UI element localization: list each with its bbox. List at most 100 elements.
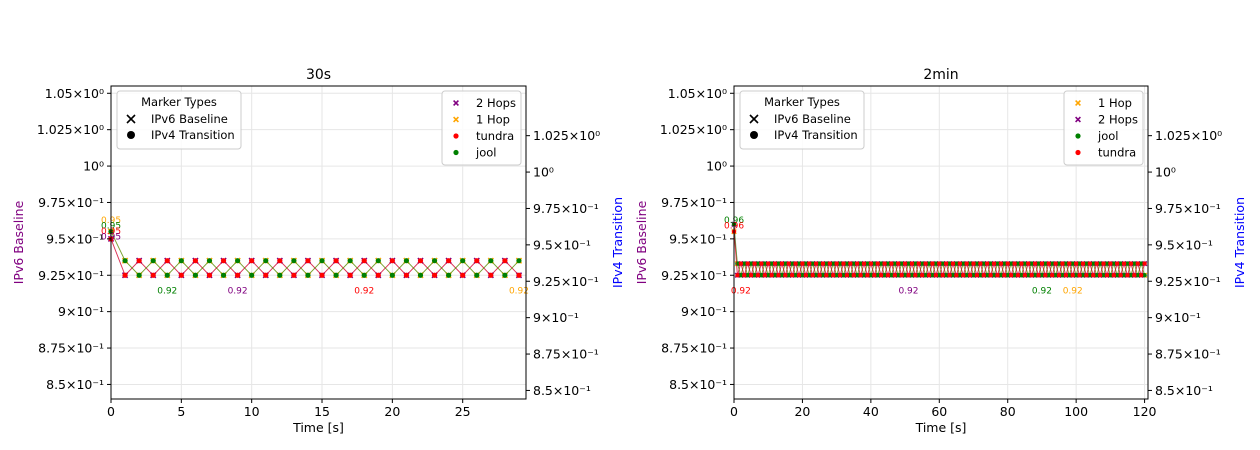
data-point bbox=[1128, 273, 1134, 278]
data-point bbox=[837, 261, 843, 266]
x-tick-label: 20 bbox=[794, 404, 810, 419]
chart-title: 30s bbox=[306, 67, 331, 83]
x-tick-label: 80 bbox=[1000, 404, 1016, 419]
data-point bbox=[961, 261, 966, 266]
data-point bbox=[474, 272, 480, 278]
data-point bbox=[305, 258, 311, 264]
data-point bbox=[851, 273, 856, 278]
data-point bbox=[813, 273, 819, 278]
data-point bbox=[834, 261, 839, 266]
data-point bbox=[1101, 261, 1106, 266]
y-tick-label-right: 10⁰ bbox=[1155, 165, 1176, 180]
data-point bbox=[1036, 261, 1041, 266]
y-tick-label-right: 1.025×10⁰ bbox=[533, 128, 600, 143]
data-point bbox=[998, 273, 1004, 278]
data-point bbox=[220, 258, 227, 264]
data-point bbox=[998, 261, 1004, 266]
chart-2min: 0.960.960.92 0.92 0.92 0.920 20 40 60 80 100 1208… bbox=[634, 67, 1247, 435]
data-point bbox=[1135, 273, 1140, 278]
data-point bbox=[1036, 273, 1041, 278]
data-point bbox=[319, 258, 325, 264]
data-point bbox=[919, 261, 925, 266]
y-tick-label-left: 10⁰ bbox=[83, 159, 104, 174]
data-point bbox=[1128, 261, 1134, 266]
data-point bbox=[933, 273, 939, 278]
data-point bbox=[206, 258, 213, 264]
data-point bbox=[868, 273, 874, 278]
data-point bbox=[926, 273, 932, 278]
legend-series: 2 Hops 1 Hop tundra jool bbox=[441, 90, 522, 166]
data-point bbox=[516, 272, 522, 278]
data-point bbox=[474, 258, 480, 264]
data-point bbox=[164, 258, 170, 264]
data-point bbox=[263, 258, 269, 264]
y-tick-label-right: 9.75×10⁻¹ bbox=[533, 201, 599, 216]
data-point bbox=[984, 273, 990, 278]
y-tick-label-left: 8.5×10⁻¹ bbox=[46, 377, 104, 392]
legend-marker bbox=[1075, 133, 1081, 139]
data-point bbox=[854, 273, 860, 278]
data-point bbox=[1043, 273, 1048, 278]
data-point bbox=[502, 272, 508, 278]
data-point bbox=[738, 273, 744, 278]
data-point bbox=[1125, 273, 1130, 278]
legend-label: tundra bbox=[476, 129, 514, 143]
data-point bbox=[851, 261, 856, 266]
data-point bbox=[831, 273, 836, 278]
data-point bbox=[995, 261, 1000, 266]
legend-marker bbox=[1075, 116, 1081, 123]
y-tick-label-left: 9.75×10⁻¹ bbox=[38, 195, 104, 210]
legend-marker bbox=[453, 149, 459, 156]
data-point bbox=[1097, 261, 1103, 266]
data-point bbox=[834, 273, 839, 278]
data-point bbox=[896, 273, 901, 278]
x-tick-label: 15 bbox=[314, 404, 330, 419]
data-point bbox=[333, 272, 339, 278]
data-point bbox=[178, 272, 184, 278]
data-point bbox=[967, 273, 973, 278]
data-point bbox=[1019, 273, 1024, 278]
data-point bbox=[389, 258, 395, 264]
data-point bbox=[748, 273, 754, 278]
data-point bbox=[937, 261, 942, 266]
legend-frame bbox=[739, 90, 865, 150]
x-tick-label: 25 bbox=[455, 404, 471, 419]
data-point bbox=[136, 272, 142, 278]
data-point bbox=[1067, 261, 1072, 266]
data-point bbox=[820, 261, 826, 266]
data-point bbox=[1053, 273, 1058, 278]
legend-title: Marker Types bbox=[764, 95, 840, 109]
data-point bbox=[1080, 261, 1086, 266]
y-tick-label-left: 9.5×10⁻¹ bbox=[46, 231, 104, 246]
data-point bbox=[1063, 273, 1069, 278]
y-tick-label-right: 8.75×10⁻¹ bbox=[533, 347, 599, 362]
data-point bbox=[403, 272, 410, 278]
series-line-jool bbox=[110, 231, 520, 276]
data-point bbox=[971, 261, 976, 266]
data-point bbox=[1015, 261, 1021, 266]
data-point bbox=[488, 258, 494, 264]
data-point bbox=[916, 273, 921, 278]
data-point bbox=[909, 273, 915, 278]
data-point bbox=[460, 272, 466, 278]
y-tick-label-right: 8.5×10⁻¹ bbox=[1155, 383, 1213, 398]
data-point bbox=[964, 261, 969, 266]
data-point bbox=[333, 258, 339, 264]
data-point bbox=[796, 273, 802, 278]
data-point bbox=[755, 261, 761, 266]
data-point bbox=[954, 273, 959, 278]
data-point bbox=[991, 261, 997, 266]
data-point bbox=[974, 261, 980, 266]
data-point bbox=[1012, 261, 1017, 266]
data-point bbox=[1015, 273, 1021, 278]
data-point bbox=[810, 273, 815, 278]
legend-marker-x bbox=[749, 114, 759, 124]
data-point bbox=[1118, 261, 1123, 266]
data-point bbox=[1091, 273, 1096, 278]
data-point bbox=[1008, 261, 1014, 266]
data-point bbox=[807, 261, 812, 266]
data-point bbox=[937, 273, 942, 278]
data-point bbox=[813, 261, 819, 266]
data-point bbox=[164, 272, 170, 278]
